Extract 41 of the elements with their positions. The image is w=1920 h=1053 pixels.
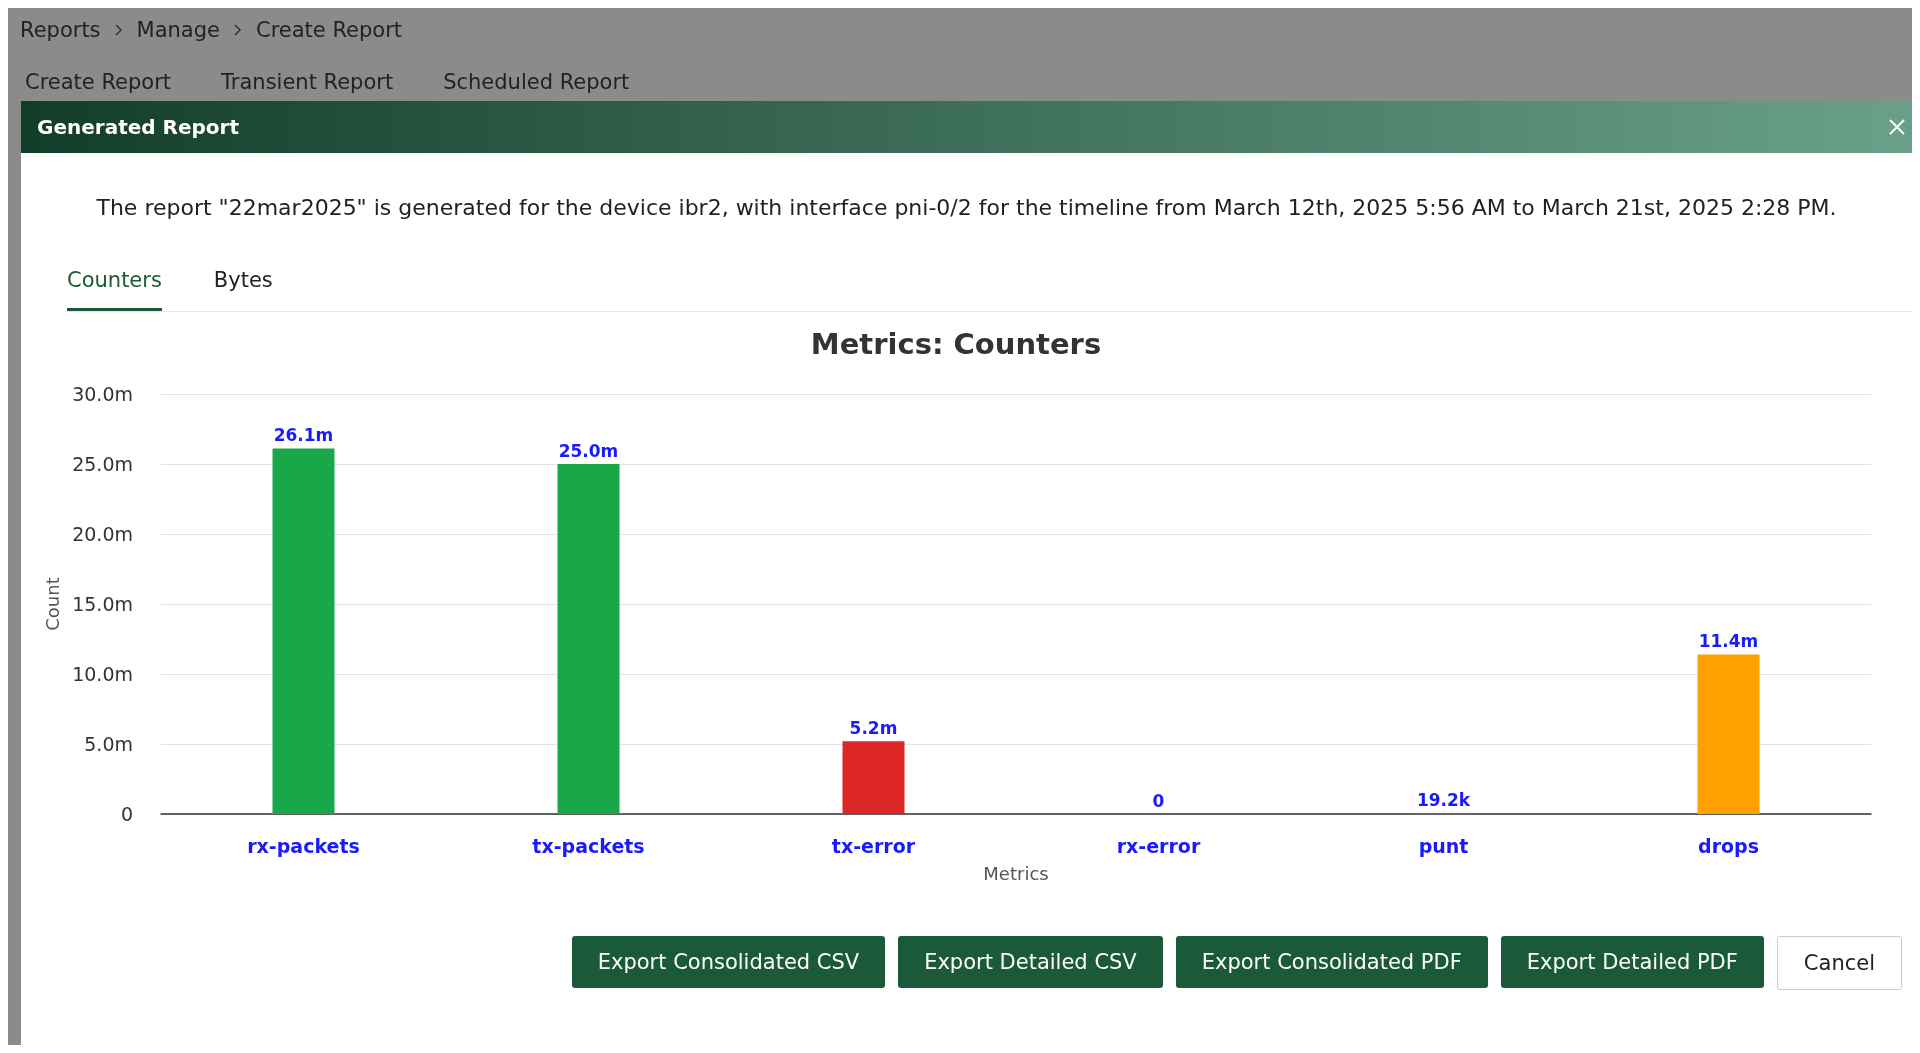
text: Export Consolidated PDF [1175,936,1488,988]
data-label: 11.4m [1698,630,1759,651]
x-tick-label: punt [1418,834,1469,857]
text: Export Detailed CSV [898,936,1163,988]
y-axis-title: Count [41,577,63,631]
y-tick-label: 15.0m [72,593,133,615]
y-tick-label: 25.0m [72,453,133,475]
y-tick-label: 20.0m [72,523,133,545]
data-label: 19.2k [1416,790,1471,811]
x-tick-label: tx-error [831,834,916,857]
bar [1697,654,1760,814]
bar [557,464,620,814]
text: Export Consolidated CSV [571,936,886,988]
x-tick-label: rx-packets [247,834,360,857]
text: Scheduled Report [443,70,630,94]
text: Counters [67,268,162,311]
text: Transient Report [221,70,394,94]
text: Manage [136,18,221,42]
data-label: 5.2m [849,717,898,738]
text: Reports [20,18,102,42]
y-tick-label: 5.0m [84,733,133,755]
text: Generated Report [21,101,1912,153]
y-tick-label: 30.0m [72,383,133,405]
y-tick-label: 10.0m [72,663,133,685]
text: Create Report [255,18,403,42]
x-tick-label: rx-error [1116,834,1201,857]
y-tick-label: 0 [120,803,133,825]
data-label: 26.1m [273,425,334,446]
text: Create Report [25,70,172,94]
data-label: 0 [1152,790,1165,811]
x-axis-title: Metrics [983,862,1049,884]
chart-subtitle: The report "22mar2025" is generated for the device ibr2, with interface pni-0/2 for the timeline from March 12th, 2025 5:56 AM to March 21st, 2025 2:28 PM. [95,195,1838,220]
data-label: 25.0m [558,440,619,461]
text: Export Detailed PDF [1500,936,1764,988]
bar [272,448,335,814]
x-tick-label: tx-packets [532,834,645,857]
x-tick-label: drops [1698,834,1759,857]
text: Bytes [213,268,273,294]
bar [842,741,905,814]
text: Cancel [1776,936,1902,990]
chart-title: Metrics: Counters [810,326,1102,361]
